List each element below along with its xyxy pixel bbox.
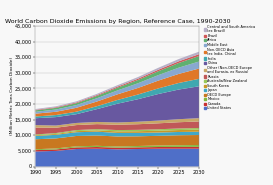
Legend: Central and South America
(ex Brazil), Brazil, Africa, Middle East, Non-OECD Asi: Central and South America (ex Brazil), B…: [204, 25, 256, 110]
Title: World Carbon Dioxide Emissions by Region, Reference Case, 1990-2030: World Carbon Dioxide Emissions by Region…: [5, 19, 230, 24]
Y-axis label: (Million Metric Tons Carbon Dioxide): (Million Metric Tons Carbon Dioxide): [10, 57, 13, 135]
